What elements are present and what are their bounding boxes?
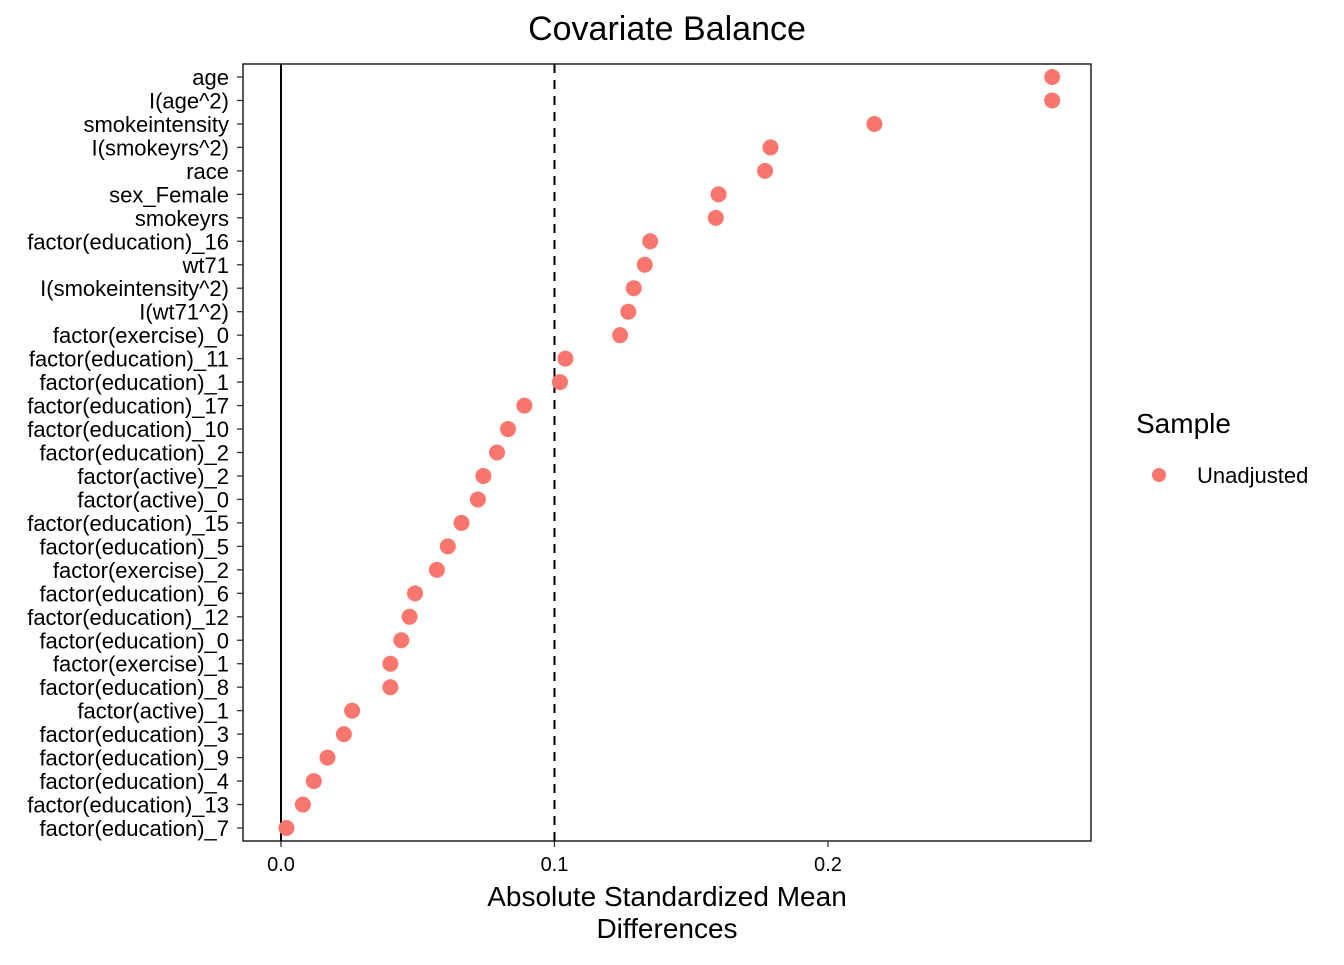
y-tick-label: factor(exercise)_0 (53, 323, 229, 348)
data-point (344, 702, 361, 719)
y-tick-label: I(smokeyrs^2) (92, 135, 229, 160)
data-point (407, 585, 424, 602)
data-point (642, 233, 659, 250)
x-tick-label: 0.2 (814, 854, 842, 876)
x-tick-label: 0.1 (541, 854, 569, 876)
y-tick-label: factor(education)_6 (39, 581, 229, 606)
y-tick-label: sex_Female (109, 182, 229, 207)
y-tick-label: factor(education)_16 (27, 229, 229, 254)
y-tick-label: factor(exercise)_1 (53, 652, 229, 677)
y-tick-label: factor(education)_0 (39, 628, 229, 653)
data-point (557, 350, 574, 367)
data-point (469, 491, 486, 508)
data-point (401, 608, 418, 625)
data-point (1044, 92, 1061, 109)
y-tick-label: smokeintensity (83, 112, 229, 137)
y-tick-label: factor(education)_11 (29, 347, 229, 372)
data-point (335, 726, 352, 743)
y-tick-label: factor(education)_12 (27, 605, 229, 630)
data-point (866, 115, 883, 132)
data-point (762, 139, 779, 156)
y-tick-label: wt71 (182, 253, 229, 278)
legend: Sample Unadjusted (1136, 408, 1308, 488)
data-point (294, 796, 311, 813)
y-tick-label: factor(education)_9 (39, 746, 229, 771)
data-point (499, 421, 516, 438)
y-tick-label: factor(education)_4 (39, 769, 229, 794)
plot-panel (242, 63, 1092, 842)
y-tick-label: factor(education)_3 (39, 722, 229, 747)
y-tick-label: factor(education)_7 (39, 816, 229, 841)
data-point (757, 162, 774, 179)
data-point (551, 374, 568, 391)
y-tick-label: I(smokeintensity^2) (40, 276, 229, 301)
y-tick-label: factor(active)_2 (77, 464, 229, 489)
data-point (382, 679, 399, 696)
x-tick-label: 0.0 (267, 854, 295, 876)
data-point (475, 467, 492, 484)
data-point (516, 397, 533, 414)
data-point (612, 327, 629, 344)
y-tick-label: factor(active)_1 (77, 699, 229, 724)
y-tick-label: factor(exercise)_2 (53, 558, 229, 583)
y-tick-label: factor(education)_5 (39, 534, 229, 559)
y-tick-label: I(wt71^2) (139, 300, 229, 325)
y-tick-label: race (186, 159, 229, 184)
y-tick-label: factor(education)_17 (27, 394, 229, 419)
data-point (707, 209, 724, 226)
y-tick-label: factor(education)_13 (27, 793, 229, 818)
data-point (305, 773, 322, 790)
y-tick-label: factor(active)_0 (77, 487, 229, 512)
data-point (625, 280, 642, 297)
data-point (278, 820, 295, 836)
data-point (382, 655, 399, 672)
data-point (453, 514, 470, 531)
legend-title: Sample (1136, 408, 1231, 439)
legend-key-unadjusted (1152, 468, 1166, 482)
data-point (393, 632, 410, 649)
x-axis: 0.0 0.1 0.2 (267, 841, 842, 876)
data-point (439, 538, 456, 555)
y-tick-label: I(age^2) (149, 88, 229, 113)
data-point (620, 303, 637, 320)
y-tick-label: factor(education)_15 (27, 511, 229, 536)
y-axis: ageI(age^2)smokeintensityI(smokeyrs^2)ra… (27, 65, 243, 841)
y-tick-label: age (192, 65, 229, 90)
points (278, 69, 1061, 836)
legend-label-unadjusted: Unadjusted (1197, 463, 1308, 488)
y-tick-label: smokeyrs (135, 206, 229, 231)
data-point (319, 749, 336, 766)
data-point (710, 186, 727, 203)
chart-title: Covariate Balance (528, 10, 806, 48)
data-point (428, 561, 445, 578)
y-tick-label: factor(education)_10 (27, 417, 229, 442)
x-axis-label: Absolute Standardized Mean Differences (487, 881, 847, 944)
y-tick-label: factor(education)_8 (39, 675, 229, 700)
y-tick-label: factor(education)_2 (39, 441, 229, 466)
data-point (636, 256, 653, 273)
y-tick-label: factor(education)_1 (39, 370, 229, 395)
data-point (1044, 69, 1061, 85)
data-point (489, 444, 506, 461)
